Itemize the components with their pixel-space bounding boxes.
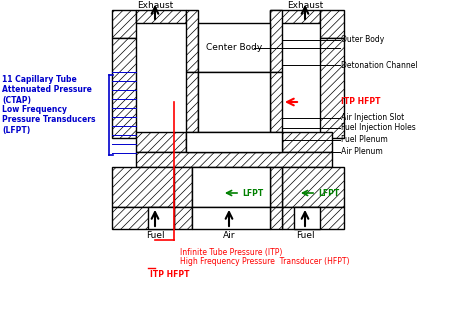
Text: Air: Air [223,231,235,240]
Text: 11 Capillary Tube: 11 Capillary Tube [2,75,77,85]
Text: Fuel Plenum: Fuel Plenum [341,136,388,145]
Bar [294,207,320,229]
Text: Fuel Injection Holes: Fuel Injection Holes [341,124,416,132]
Text: (LFPT): (LFPT) [2,126,30,135]
Text: Exhaust: Exhaust [287,1,323,10]
Text: Exhaust: Exhaust [137,1,173,10]
Bar [192,167,270,207]
Bar [270,10,282,72]
Bar [270,72,282,132]
Text: Detonation Channel: Detonation Channel [341,60,418,69]
Bar [112,167,174,207]
Bar [198,72,270,132]
Text: Air Injection Slot: Air Injection Slot [341,114,404,122]
Bar [174,167,192,207]
Text: Fuel: Fuel [146,231,164,240]
Bar [192,207,270,229]
Bar [186,72,198,132]
Bar [112,10,136,38]
Bar [270,207,282,229]
Text: High Frequency Pressure  Transducer (HFPT): High Frequency Pressure Transducer (HFPT… [180,257,349,266]
Text: LFPT: LFPT [242,188,263,198]
Bar [174,207,192,229]
Text: Attenuated Pressure: Attenuated Pressure [2,85,92,95]
Bar [282,207,344,229]
Bar [282,167,344,207]
Text: Fuel: Fuel [296,231,314,240]
Bar [148,207,174,229]
Text: Air Plenum: Air Plenum [341,147,383,156]
Bar [112,38,136,138]
Text: ITP HFPT: ITP HFPT [150,270,190,279]
Bar [198,23,270,72]
Bar [270,167,282,207]
Text: (CTAP): (CTAP) [2,95,31,105]
Text: ITP HFPT: ITP HFPT [341,98,381,106]
Bar [136,10,186,23]
Bar [320,10,344,38]
Text: Outer Body: Outer Body [341,35,384,44]
Bar [136,132,186,152]
Bar [136,152,332,167]
Bar [320,38,344,138]
Bar [186,132,282,152]
Text: Pressure Transducers: Pressure Transducers [2,115,95,125]
Bar [282,132,332,152]
Bar [270,10,320,23]
Text: Infinite Tube Pressure (ITP): Infinite Tube Pressure (ITP) [180,248,283,257]
Bar [186,10,198,72]
Text: Center Body: Center Body [206,44,262,53]
Text: LFPT: LFPT [318,188,339,198]
Text: Low Frequency: Low Frequency [2,105,67,115]
Bar [112,207,174,229]
